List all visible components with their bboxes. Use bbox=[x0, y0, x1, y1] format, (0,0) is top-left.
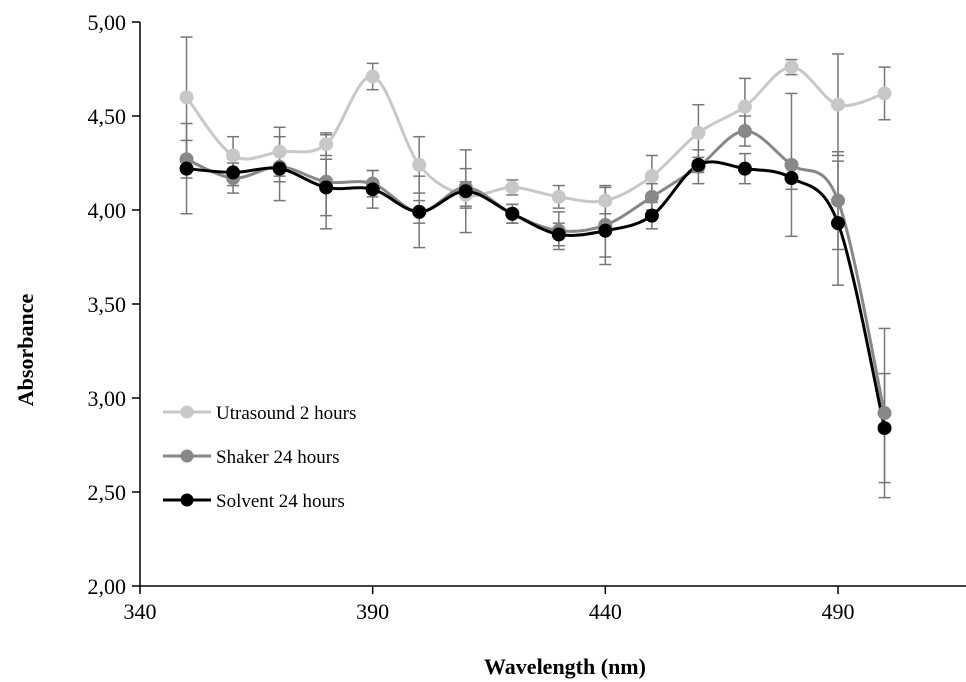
y-axis-title: Absorbance bbox=[13, 294, 38, 407]
data-point bbox=[227, 166, 240, 179]
data-point bbox=[180, 91, 193, 104]
x-tick-label: 340 bbox=[124, 599, 157, 624]
data-point bbox=[320, 181, 333, 194]
data-point bbox=[645, 170, 658, 183]
data-point bbox=[180, 162, 193, 175]
data-point bbox=[366, 183, 379, 196]
series-line-1 bbox=[187, 67, 885, 202]
tick-group: 2,00 2,50 3,00 3,50 4,00 4,50 5,00 340 390 440 490 bbox=[88, 10, 855, 624]
legend-label: Solvent 24 hours bbox=[216, 491, 345, 512]
data-point bbox=[832, 217, 845, 230]
series-line-3 bbox=[187, 162, 885, 428]
data-point bbox=[599, 194, 612, 207]
y-tick-label: 4,00 bbox=[88, 198, 127, 223]
legend-label: Shaker 24 hours bbox=[216, 447, 339, 468]
data-point bbox=[738, 162, 751, 175]
x-tick-label: 390 bbox=[356, 599, 389, 624]
y-tick-label: 2,00 bbox=[88, 574, 127, 599]
data-point bbox=[878, 422, 891, 435]
error-bar-group bbox=[181, 37, 891, 498]
data-point bbox=[273, 162, 286, 175]
y-tick-label: 3,00 bbox=[88, 386, 127, 411]
data-point bbox=[506, 207, 519, 220]
data-point bbox=[506, 181, 519, 194]
data-point bbox=[273, 145, 286, 158]
x-tick-label: 490 bbox=[822, 599, 855, 624]
data-point bbox=[832, 98, 845, 111]
data-point bbox=[599, 224, 612, 237]
legend-marker bbox=[181, 406, 194, 419]
data-point bbox=[785, 172, 798, 185]
y-tick-label: 2,50 bbox=[88, 480, 127, 505]
legend: Utrasound 2 hours Shaker 24 hours Solvent … bbox=[163, 403, 356, 512]
y-tick-label: 3,50 bbox=[88, 292, 127, 317]
data-point bbox=[692, 126, 705, 139]
data-point bbox=[645, 209, 658, 222]
data-point bbox=[738, 125, 751, 138]
legend-marker bbox=[181, 450, 194, 463]
data-point bbox=[785, 158, 798, 171]
data-point bbox=[738, 100, 751, 113]
series-line-group bbox=[187, 67, 885, 428]
data-point bbox=[413, 205, 426, 218]
data-point bbox=[552, 228, 565, 241]
data-point bbox=[878, 87, 891, 100]
x-axis-title: Wavelength (nm) bbox=[484, 654, 646, 679]
data-point bbox=[227, 149, 240, 162]
data-point-group bbox=[180, 61, 891, 435]
x-tick-label: 440 bbox=[589, 599, 622, 624]
data-point bbox=[692, 158, 705, 171]
data-point bbox=[878, 407, 891, 420]
data-point bbox=[413, 158, 426, 171]
data-point bbox=[320, 138, 333, 151]
y-tick-label: 4,50 bbox=[88, 104, 127, 129]
data-point bbox=[645, 190, 658, 203]
data-point bbox=[785, 61, 798, 74]
y-tick-label: 5,00 bbox=[88, 10, 127, 35]
data-point bbox=[552, 190, 565, 203]
data-point bbox=[459, 185, 472, 198]
legend-marker bbox=[181, 494, 194, 507]
data-point bbox=[832, 194, 845, 207]
data-point bbox=[366, 70, 379, 83]
legend-label: Utrasound 2 hours bbox=[216, 403, 356, 424]
